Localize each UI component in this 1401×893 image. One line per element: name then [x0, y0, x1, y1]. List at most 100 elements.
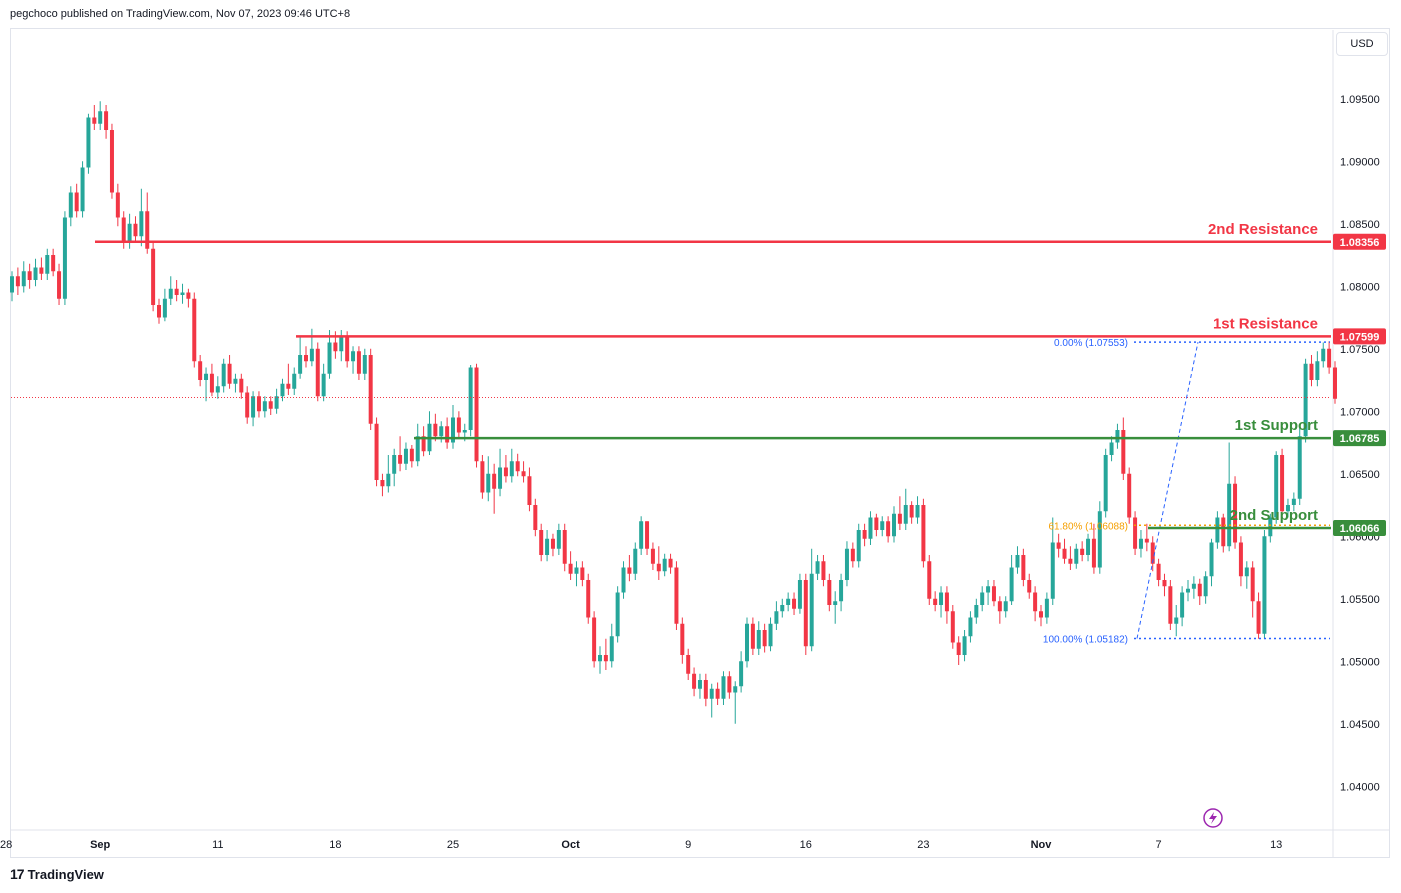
candle-body — [27, 271, 32, 280]
candle-body — [1138, 538, 1143, 549]
tradingview-logo-icon: 17 — [10, 866, 25, 882]
candle-body — [515, 461, 520, 472]
candle-body — [104, 111, 109, 130]
candle-body — [162, 298, 167, 318]
y-tick-label-2: 1.08500 — [1340, 219, 1380, 231]
candle-body — [1297, 436, 1302, 499]
candle-body — [1062, 548, 1067, 559]
candle-body — [1174, 617, 1179, 624]
candle-body — [451, 417, 455, 443]
candle-body — [839, 580, 844, 602]
candle-body — [944, 592, 949, 612]
candle-body — [227, 363, 232, 384]
candle-body — [856, 530, 861, 562]
candle-body — [862, 530, 867, 539]
candle-body — [721, 676, 726, 699]
candle-body — [221, 363, 226, 387]
candle-body — [598, 655, 602, 662]
candle-body — [833, 601, 838, 605]
candle-body — [304, 355, 308, 362]
candle-body — [739, 661, 744, 687]
candle-body — [568, 563, 573, 574]
candle-body — [133, 223, 138, 237]
candle-body — [1015, 555, 1020, 568]
candle-body — [168, 288, 173, 299]
candle-body — [262, 401, 267, 412]
level-price-value-2: 1.06785 — [1340, 433, 1380, 445]
y-tick-label-4: 1.07500 — [1340, 344, 1380, 356]
candle-body — [1039, 611, 1043, 618]
y-tick-label-11: 1.04000 — [1340, 781, 1380, 793]
candle-body — [480, 461, 485, 493]
candle-body — [474, 367, 479, 462]
candle-body — [662, 558, 667, 572]
candle-body — [509, 461, 514, 477]
candle-body — [756, 630, 761, 649]
candle-body — [645, 521, 650, 549]
candle-body — [915, 505, 920, 518]
x-tick-label-5: Oct — [561, 839, 580, 851]
candle-body — [550, 538, 555, 549]
candle-body — [1256, 601, 1261, 634]
level-label-1: 1st Resistance — [1213, 315, 1318, 332]
y-tick-label-5: 1.07000 — [1340, 406, 1380, 418]
candle-body — [486, 473, 491, 493]
candle-body — [797, 580, 802, 609]
candle-body — [309, 348, 314, 362]
chart-frame — [10, 28, 1390, 858]
candle-body — [586, 580, 591, 618]
candle-body — [1162, 580, 1167, 587]
candle-body — [315, 348, 320, 397]
candle-body — [1068, 558, 1073, 564]
candle-body — [1027, 580, 1032, 593]
candle-body — [1321, 348, 1326, 362]
candle-body — [792, 598, 797, 609]
candle-body — [1315, 361, 1320, 380]
candle-body — [86, 117, 91, 168]
candle-body — [886, 521, 891, 537]
currency-button[interactable]: USD — [1336, 32, 1388, 56]
fib-level-label-1: 61.80% (1.06088) — [1048, 521, 1128, 532]
candle-body — [1274, 455, 1279, 518]
candle-body — [727, 676, 732, 693]
candle-body — [462, 430, 467, 433]
candle-body — [456, 417, 461, 433]
candle-body — [68, 192, 73, 218]
candle-body — [897, 513, 902, 524]
candle-body — [1215, 517, 1220, 543]
candle-body — [786, 598, 791, 605]
candle-body — [668, 558, 673, 568]
candle-body — [1280, 455, 1285, 512]
candle-body — [215, 386, 220, 393]
candle-body — [286, 383, 291, 389]
candle-body — [274, 396, 279, 409]
candle-body — [1238, 542, 1243, 577]
x-tick-label-3: 18 — [329, 839, 341, 851]
lightning-icon — [1203, 808, 1223, 828]
candle-body — [62, 217, 67, 299]
candle-body — [997, 601, 1002, 612]
candle-body — [1127, 473, 1132, 518]
candle-body — [92, 117, 97, 124]
candle-body — [157, 305, 161, 318]
x-tick-label-7: 16 — [800, 839, 812, 851]
level-price-tag-0 — [1333, 233, 1386, 250]
candle-body — [921, 505, 926, 562]
candle-body — [498, 467, 503, 489]
brand-name: TradingView — [27, 866, 104, 882]
candle-body — [821, 561, 826, 580]
level-label-3: 2nd Support — [1230, 507, 1318, 524]
candle-body — [539, 530, 544, 555]
candle-body — [339, 336, 344, 352]
candle-body — [351, 351, 356, 362]
candle-body — [392, 455, 397, 474]
candle-body — [1156, 563, 1161, 580]
candle-body — [609, 636, 614, 662]
candle-body — [57, 271, 62, 299]
candle-body — [903, 505, 908, 524]
candle-body — [445, 426, 450, 443]
candle-body — [256, 396, 261, 412]
level-price-value-0: 1.08356 — [1340, 237, 1380, 249]
level-price-tag-1 — [1333, 328, 1386, 345]
